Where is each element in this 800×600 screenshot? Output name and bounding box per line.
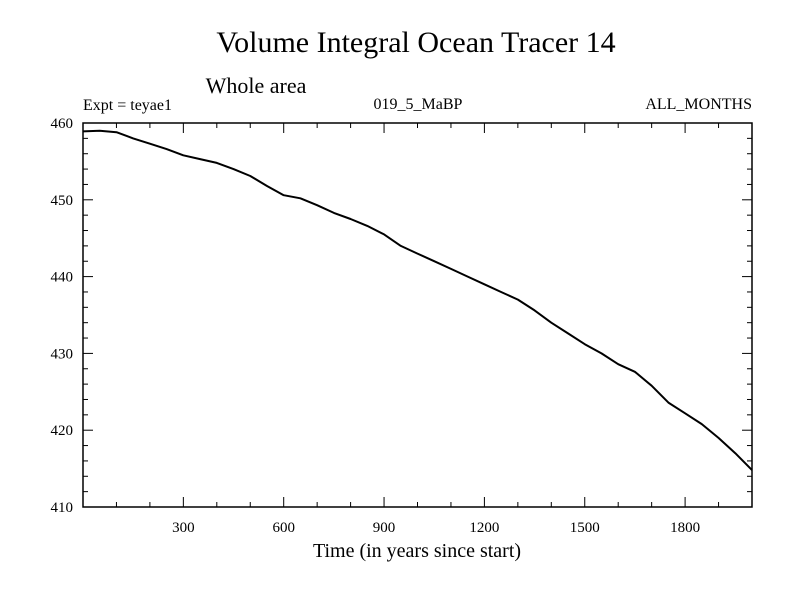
x-tick-label: 900	[373, 520, 396, 536]
y-tick-label: 440	[51, 270, 74, 286]
chart-title: Volume Integral Ocean Tracer 14	[216, 26, 615, 59]
y-tick-label: 430	[51, 346, 74, 362]
ticks-layer	[83, 122, 752, 508]
tick-labels-layer: 300 600 900 1200 1500 1800 410 420 430 440 450 460	[51, 116, 701, 536]
x-tick-label: 1500	[570, 520, 600, 536]
series-layer	[82, 129, 753, 471]
y-tick-label: 410	[51, 500, 74, 516]
series-line	[82, 129, 753, 471]
plot-frame	[82, 122, 753, 508]
x-tick-label: 300	[172, 520, 195, 536]
x-tick-label: 600	[272, 520, 295, 536]
y-tick-label: 450	[51, 193, 74, 209]
y-tick-label: 460	[51, 116, 74, 132]
y-tick-label: 420	[51, 423, 74, 439]
annotation-months: ALL_MONTHS	[645, 96, 752, 113]
x-tick-label: 1200	[469, 520, 499, 536]
annotation-period: 019_5_MaBP	[374, 96, 463, 113]
x-axis-label: Time (in years since start)	[313, 540, 521, 562]
chart-subtitle: Whole area	[206, 73, 307, 98]
x-tick-label: 1800	[670, 520, 700, 536]
annotation-expt: Expt = teyae1	[83, 97, 172, 114]
